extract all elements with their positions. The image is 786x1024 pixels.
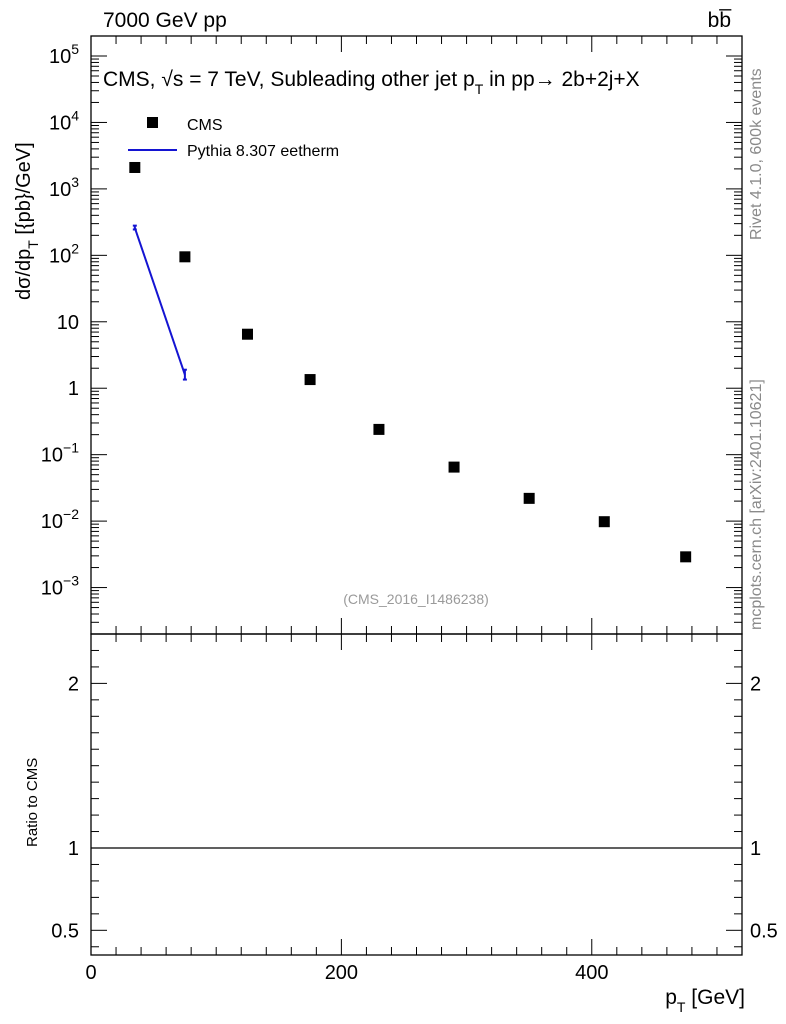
cms-data-point (680, 551, 692, 563)
mcplots-label: mcplots.cern.ch [arXiv:2401.10621] (748, 379, 765, 630)
legend: CMS Pythia 8.307 eetherm (128, 117, 339, 160)
cms-data-point (129, 161, 141, 173)
y-tick-label: 104 (49, 107, 79, 134)
y-tick-label: 102 (49, 240, 79, 267)
x-tick-label: 400 (575, 962, 608, 984)
ratio-axis-label: Ratio to CMS (24, 758, 41, 847)
ratio-tick-label-right: 0.5 (750, 920, 778, 942)
x-tick-label: 0 (85, 962, 96, 984)
process-label: bb̅ (708, 9, 733, 32)
cms-data-point (523, 492, 535, 504)
cms-data-point (304, 374, 316, 386)
ratio-tick-label-left: 2 (68, 673, 79, 695)
ratio-plot-frame (90, 633, 743, 956)
y-tick-label: 1 (68, 378, 79, 400)
ratio-tick-label-right: 1 (750, 838, 761, 860)
pythia-line (133, 227, 186, 375)
y-tick-label: 10−2 (41, 506, 79, 533)
y-axis-label: dσ/dpT [{pb}/GeV] (13, 142, 41, 300)
legend-pythia-label: Pythia 8.307 eetherm (187, 143, 339, 160)
ratio-tick-label-right: 2 (750, 673, 761, 695)
legend-cms-marker (147, 117, 158, 128)
cms-data-point (373, 423, 385, 435)
x-axis-label: pT [GeV] (665, 986, 745, 1015)
cms-data-point (598, 516, 610, 528)
energy-label: 7000 GeV pp (103, 9, 227, 32)
y-tick-label: 103 (49, 174, 79, 201)
x-tick-label: 200 (325, 962, 358, 984)
axis-ticks (90, 35, 743, 955)
y-tick-label: 10 (57, 312, 79, 334)
ratio-tick-label-left: 1 (68, 838, 79, 860)
y-tick-label: 10−1 (41, 440, 79, 467)
legend-cms-label: CMS (187, 117, 223, 134)
cms-data-point (241, 328, 253, 340)
y-tick-label: 10−3 (41, 573, 79, 600)
plot-title: CMS, √s = 7 TeV, Subleading other jet pT… (103, 68, 640, 97)
rivet-label: Rivet 4.1.0, 600k events (748, 68, 765, 240)
data-series (129, 161, 692, 563)
y-tick-label: 105 (49, 41, 79, 68)
analysis-tag: (CMS_2016_I1486238) (343, 591, 489, 607)
ratio-tick-label-left: 0.5 (51, 920, 79, 942)
cms-data-point (448, 461, 460, 473)
cms-data-point (179, 251, 191, 263)
